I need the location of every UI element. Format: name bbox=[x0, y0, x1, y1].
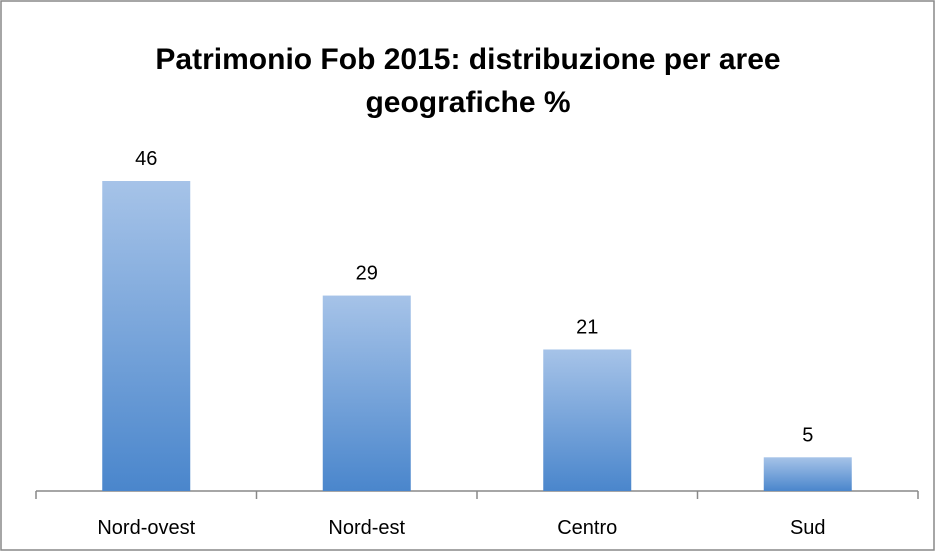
bar bbox=[763, 457, 852, 491]
data-label: 5 bbox=[802, 424, 813, 446]
bar bbox=[322, 295, 411, 491]
x-tick-label: Centro bbox=[557, 517, 617, 539]
bar bbox=[543, 349, 632, 491]
chart-title: Patrimonio Fob 2015: distribuzione per a… bbox=[155, 43, 781, 119]
x-tick-label: Sud bbox=[790, 517, 826, 539]
data-label: 29 bbox=[356, 263, 378, 285]
x-tick-label: Nord-est bbox=[328, 517, 405, 539]
x-tick-label: Nord-ovest bbox=[97, 517, 195, 539]
bar bbox=[102, 181, 191, 491]
data-label: 46 bbox=[135, 148, 157, 170]
data-label: 21 bbox=[576, 316, 598, 338]
